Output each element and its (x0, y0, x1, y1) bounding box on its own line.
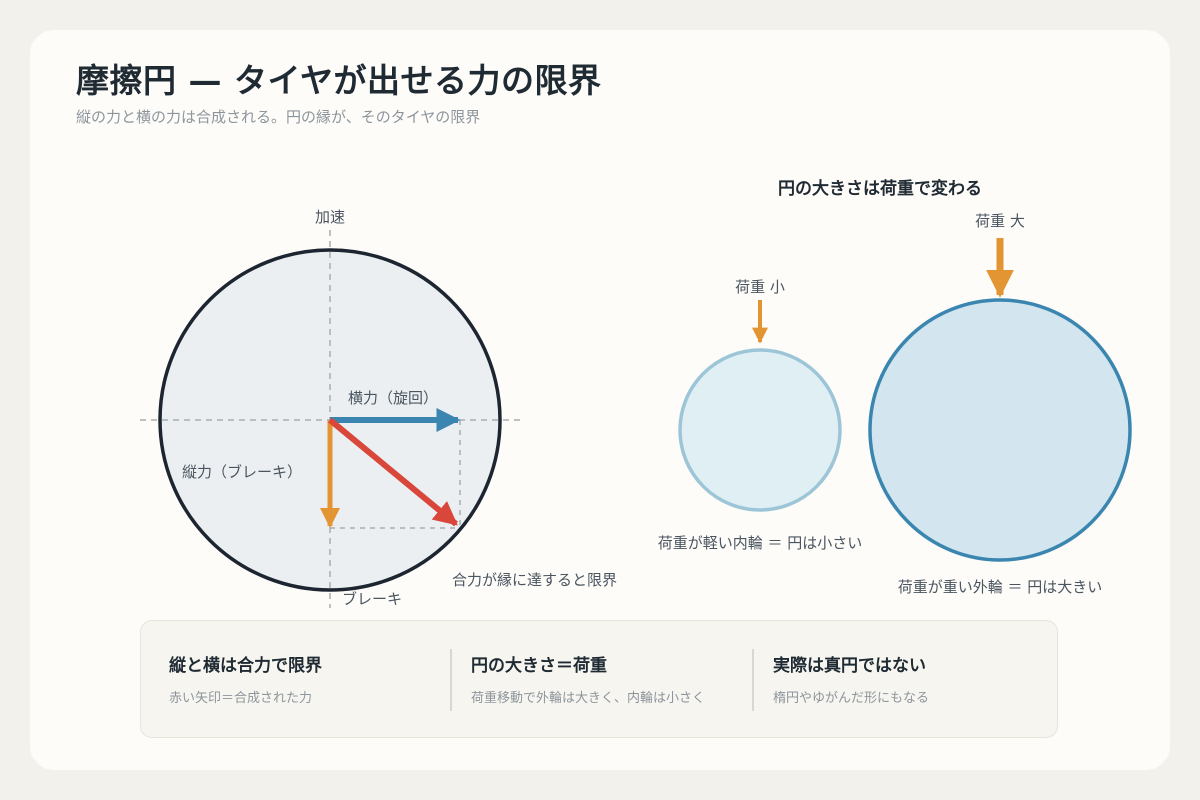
label-brake: ブレーキ (342, 590, 402, 608)
summary-divider (450, 649, 452, 711)
summary-item-shape: 実際は真円ではない 楕円やゆがんだ形にもなる (745, 621, 1055, 737)
summary-heading: 実際は真円ではない (773, 656, 926, 676)
summary-heading: 縦と横は合力で限界 (169, 656, 322, 676)
summary-item-resultant: 縦と横は合力で限界 赤い矢印＝合成された力 (141, 621, 447, 737)
label-large-load: 荷重 大 (975, 212, 1025, 230)
small-load-caption: 荷重が軽い内輪 ＝ 円は小さい (658, 534, 863, 552)
page-subtitle: 縦の力と横の力は合成される。円の縁が、そのタイヤの限界 (76, 108, 481, 126)
load-heading: 円の大きさは荷重で変わる (778, 178, 982, 199)
summary-panel: 縦と横は合力で限界 赤い矢印＝合成された力 円の大きさ＝荷重 荷重移動で外輪は大… (140, 620, 1058, 738)
page-title: 摩擦円 — タイヤが出せる力の限界 (76, 61, 602, 100)
label-lateral-force: 横力（旋回） (348, 389, 438, 407)
summary-text: 楕円やゆがんだ形にもなる (773, 691, 930, 706)
large-load-caption: 荷重が重い外輪 ＝ 円は大きい (898, 578, 1103, 596)
label-longitudinal-force: 縦力（ブレーキ） (182, 463, 302, 481)
summary-text: 荷重移動で外輪は大きく、内輪は小さく (471, 691, 706, 706)
label-small-load: 荷重 小 (735, 278, 785, 296)
summary-item-load: 円の大きさ＝荷重 荷重移動で外輪は大きく、内輪は小さく (443, 621, 745, 737)
small-load-circle (678, 348, 842, 512)
large-load-circle (868, 298, 1132, 562)
summary-text: 赤い矢印＝合成された力 (169, 691, 313, 706)
summary-divider (752, 649, 754, 711)
resultant-force-arrow (328, 417, 458, 527)
label-accel: 加速 (315, 208, 345, 226)
summary-heading: 円の大きさ＝荷重 (471, 656, 607, 676)
label-resultant-limit: 合力が縁に達すると限界 (452, 571, 617, 589)
